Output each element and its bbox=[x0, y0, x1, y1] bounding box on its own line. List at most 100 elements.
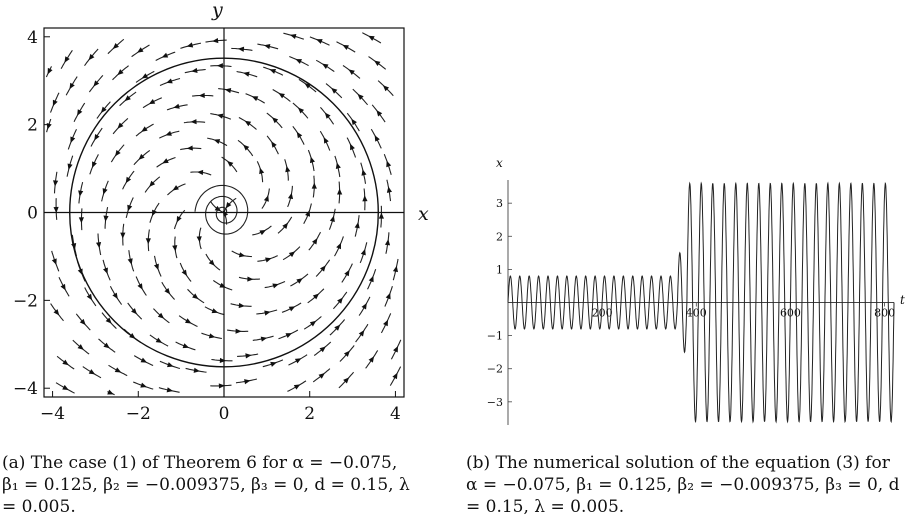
stream-arrow-1 bbox=[62, 359, 69, 366]
stream-arrow-47 bbox=[117, 122, 124, 129]
stream-arrow-53 bbox=[155, 337, 163, 343]
stream-arrow-123 bbox=[296, 278, 303, 284]
y-tick-label: 0 bbox=[27, 204, 38, 224]
stream-arrow-129 bbox=[271, 117, 279, 124]
stream-arrow-96 bbox=[247, 276, 254, 282]
stream-arrow-94 bbox=[235, 328, 242, 334]
stream-arrow-166 bbox=[354, 222, 360, 229]
stream-arrow-3 bbox=[60, 283, 66, 291]
y-axis-label: y bbox=[211, 0, 223, 21]
stream-arrow-177 bbox=[385, 292, 391, 300]
stream-arrow-35 bbox=[93, 80, 100, 87]
stream-arrow-76 bbox=[166, 78, 173, 84]
stream-arrow-67 bbox=[185, 318, 192, 324]
stream-arrow-32 bbox=[92, 161, 97, 168]
stream-arrow-167 bbox=[362, 195, 368, 202]
stream-arrow-116 bbox=[251, 96, 259, 102]
stream-arrow-87 bbox=[186, 145, 193, 151]
stream-arrow-155 bbox=[335, 162, 341, 169]
stream-arrow-138 bbox=[311, 238, 318, 245]
stream-arrow-99 bbox=[225, 202, 232, 209]
stream-arrow-40 bbox=[131, 308, 138, 315]
stream-arrow-34 bbox=[100, 106, 107, 113]
stream-arrow-51 bbox=[166, 387, 174, 393]
stream-arrow-120 bbox=[294, 358, 302, 364]
stream-arrow-81 bbox=[211, 308, 219, 314]
y-tick-label: −4 bbox=[13, 379, 38, 399]
stream-arrow-185 bbox=[382, 85, 390, 92]
stream-arrow-12 bbox=[79, 318, 86, 326]
stream-arrow-36 bbox=[88, 53, 95, 61]
stream-arrow-162 bbox=[358, 330, 365, 337]
stream-arrow-103 bbox=[224, 87, 232, 94]
stream-arrow-44 bbox=[127, 204, 133, 212]
stream-arrow-149 bbox=[334, 324, 341, 331]
stream-arrow-84 bbox=[196, 236, 202, 243]
stream-arrow-59 bbox=[149, 180, 156, 187]
stream-arrow-19 bbox=[70, 136, 76, 143]
stream-arrow-147 bbox=[343, 377, 350, 384]
stream-arrow-172 bbox=[348, 69, 355, 75]
stream-arrow-179 bbox=[384, 239, 391, 246]
stream-arrow-93 bbox=[245, 353, 252, 359]
x-tick-label: 4 bbox=[390, 404, 401, 424]
x-tick-label: 3 bbox=[496, 197, 503, 210]
stream-arrow-124 bbox=[288, 251, 296, 258]
stream-arrow-38 bbox=[140, 357, 148, 363]
stream-arrow-181 bbox=[386, 186, 392, 193]
stream-arrow-168 bbox=[361, 169, 367, 176]
stream-arrow-89 bbox=[198, 92, 205, 99]
stream-arrow-24 bbox=[114, 367, 122, 373]
stream-arrow-61 bbox=[141, 126, 148, 132]
stream-arrow-21 bbox=[69, 82, 75, 90]
stream-arrow-46 bbox=[115, 149, 121, 157]
stream-arrow-54 bbox=[157, 312, 165, 319]
stream-arrow-141 bbox=[309, 156, 315, 164]
stream-arrow-27 bbox=[112, 292, 118, 300]
stream-arrow-133 bbox=[318, 373, 325, 379]
stream-arrow-102 bbox=[216, 113, 224, 119]
x-tick-label: −2 bbox=[487, 363, 503, 376]
t-tick-label: 400 bbox=[686, 307, 707, 320]
stream-arrow-83 bbox=[208, 259, 215, 266]
x-tick-labels: 3 2 1 −1 −2 −3 bbox=[487, 197, 503, 409]
stream-arrow-23 bbox=[107, 389, 114, 395]
stream-arrow-80 bbox=[208, 333, 216, 339]
stream-arrow-110 bbox=[265, 257, 272, 263]
stream-arrow-182 bbox=[386, 160, 392, 168]
stream-arrow-174 bbox=[392, 372, 398, 380]
stream-arrow-154 bbox=[337, 188, 343, 195]
x-tick-label: 1 bbox=[496, 263, 503, 276]
stream-arrow-65 bbox=[193, 367, 200, 373]
x-tick-label: −1 bbox=[487, 330, 503, 343]
stream-arrow-109 bbox=[272, 283, 279, 289]
stream-arrow-20 bbox=[77, 109, 83, 116]
origin-spiral bbox=[194, 184, 249, 235]
x-tick-label: 2 bbox=[304, 404, 315, 424]
stream-arrow-104 bbox=[216, 63, 223, 69]
stream-arrow-48 bbox=[124, 95, 131, 102]
stream-arrow-127 bbox=[285, 165, 291, 173]
stream-arrow-60 bbox=[138, 153, 145, 160]
stream-arrow-49 bbox=[117, 69, 124, 76]
stream-arrow-164 bbox=[368, 275, 374, 283]
x-axis-label: x bbox=[418, 203, 429, 225]
stream-arrow-132 bbox=[263, 43, 271, 50]
stream-arrow-118 bbox=[237, 46, 245, 52]
stream-arrow-139 bbox=[305, 210, 311, 217]
stream-arrow-50 bbox=[112, 43, 119, 50]
caption-b: (b) The numerical solution of the equati… bbox=[466, 453, 900, 517]
stream-arrow-106 bbox=[270, 361, 277, 367]
stream-arrow-187 bbox=[368, 35, 375, 41]
stream-arrow-176 bbox=[383, 319, 388, 327]
x-axis-label: x bbox=[496, 156, 503, 170]
stream-arrow-42 bbox=[127, 258, 133, 265]
stream-arrow-88 bbox=[190, 119, 197, 125]
stream-arrow-29 bbox=[95, 241, 102, 249]
x-tick-label: −3 bbox=[487, 396, 503, 409]
stream-arrow-163 bbox=[361, 302, 367, 310]
stream-arrow-72 bbox=[172, 185, 179, 191]
stream-arrow-128 bbox=[271, 141, 277, 148]
caption-a: (a) The case (1) of Theorem 6 for α = −0… bbox=[2, 453, 410, 517]
stream-arrow-114 bbox=[243, 144, 250, 151]
